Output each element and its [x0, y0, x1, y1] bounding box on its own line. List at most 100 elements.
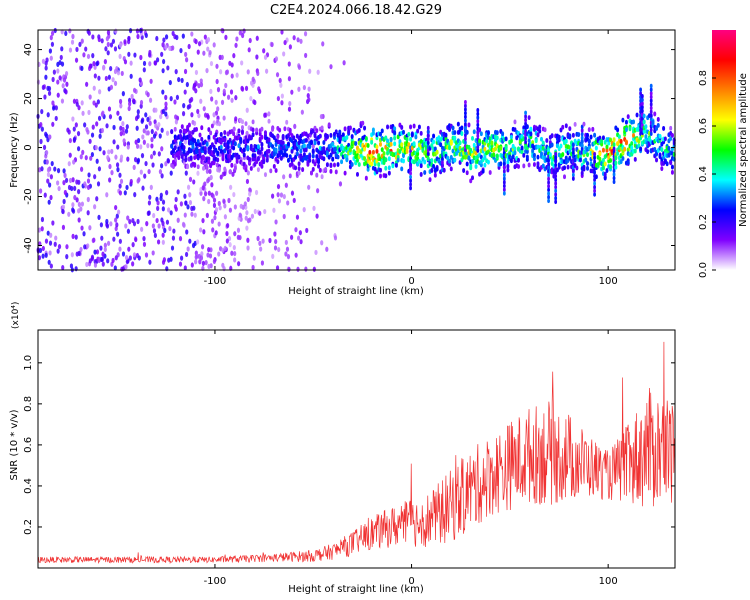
- noise-dot: [168, 225, 172, 232]
- ridge-dot: [509, 158, 513, 164]
- noise-dot: [106, 50, 110, 56]
- ridge-dot: [389, 141, 393, 147]
- noise-dot: [87, 172, 91, 178]
- colorbar-tick-label: 0.4: [698, 166, 709, 182]
- noise-dot: [46, 178, 50, 184]
- y-tick-label: 0.6: [23, 437, 34, 453]
- noise-dot: [62, 77, 67, 83]
- ridge-dot: [464, 103, 467, 109]
- noise-dot: [241, 32, 245, 39]
- ridge-dot: [554, 188, 558, 194]
- noise-dot: [248, 37, 252, 44]
- noise-dot: [232, 244, 236, 251]
- noise-dot: [188, 199, 193, 206]
- noise-dot: [161, 199, 166, 205]
- noise-dot: [251, 264, 255, 271]
- ridge-dot: [642, 113, 646, 119]
- noise-dot: [174, 119, 178, 125]
- noise-dot: [265, 68, 269, 74]
- noise-dot: [79, 154, 83, 160]
- noise-dot: [44, 238, 49, 244]
- noise-dot: [46, 230, 50, 236]
- noise-dot: [197, 83, 201, 89]
- noise-dot: [298, 230, 302, 236]
- noise-dot: [54, 115, 58, 122]
- noise-dot: [83, 122, 87, 128]
- noise-dot: [91, 53, 95, 59]
- ridge-dot: [189, 148, 193, 154]
- ridge-dot: [366, 166, 370, 172]
- noise-dot: [308, 68, 312, 74]
- ridge-dot: [513, 146, 517, 152]
- ridge-dot: [524, 117, 527, 123]
- ridge-dot: [186, 164, 190, 170]
- ridge-dot: [464, 136, 467, 142]
- noise-dot: [190, 211, 194, 217]
- ridge-dot: [230, 162, 234, 168]
- noise-dot: [124, 223, 128, 229]
- ridge-dot: [354, 141, 358, 146]
- noise-dot: [62, 198, 66, 205]
- noise-dot: [113, 265, 117, 271]
- noise-dot: [274, 56, 279, 62]
- noise-dot: [295, 214, 300, 220]
- noise-dot: [186, 246, 190, 252]
- ridge-dot: [517, 164, 521, 169]
- spectrogram-x-label: Height of straight line (km): [288, 286, 424, 297]
- ridge-dot: [593, 181, 596, 186]
- ridge-dot: [593, 170, 596, 175]
- ridge-dot: [409, 185, 412, 191]
- noise-dot: [200, 244, 205, 250]
- noise-dot: [132, 252, 137, 258]
- ridge-dot: [536, 161, 540, 167]
- ridge-dot: [318, 133, 322, 139]
- noise-dot: [93, 262, 98, 268]
- noise-dot: [45, 133, 49, 139]
- noise-dot: [196, 108, 200, 115]
- ridge-dot: [329, 162, 333, 168]
- noise-dot: [127, 105, 131, 112]
- noise-dot: [260, 260, 265, 266]
- ridge-dot: [414, 134, 418, 140]
- ridge-dot: [499, 161, 503, 167]
- noise-dot: [176, 217, 180, 223]
- noise-dot: [294, 252, 298, 258]
- ridge-dot: [205, 164, 209, 170]
- noise-dot: [112, 124, 116, 131]
- noise-dot: [123, 59, 128, 65]
- ridge-dot: [547, 176, 550, 182]
- ridge-dot: [331, 156, 335, 162]
- noise-dot: [40, 126, 44, 132]
- ridge-dot: [193, 138, 197, 144]
- ridge-dot: [366, 143, 370, 148]
- noise-dot: [140, 226, 144, 232]
- noise-dot: [48, 240, 53, 246]
- ridge-dot: [386, 138, 390, 144]
- ridge-dot: [419, 163, 423, 169]
- ridge-dot: [506, 159, 510, 165]
- ridge-dot: [513, 150, 517, 156]
- ridge-dot: [554, 199, 558, 205]
- noise-dot: [190, 31, 194, 37]
- noise-dot: [146, 143, 150, 149]
- ridge-dot: [557, 134, 561, 140]
- noise-dot: [134, 236, 138, 243]
- noise-dot: [243, 201, 247, 207]
- noise-dot: [139, 169, 143, 175]
- ridge-dot: [566, 164, 570, 170]
- y-tick-label: -40: [23, 237, 34, 253]
- noise-dot: [193, 212, 197, 218]
- noise-dot: [98, 146, 102, 152]
- ridge-dot: [663, 136, 667, 142]
- ridge-dot: [320, 125, 324, 131]
- noise-dot: [181, 221, 186, 227]
- noise-dot: [212, 202, 217, 208]
- ridge-dot: [409, 178, 412, 183]
- noise-dot: [109, 84, 114, 90]
- ridge-dot: [554, 162, 558, 168]
- noise-dot: [224, 70, 229, 76]
- noise-dot: [142, 67, 146, 73]
- noise-dot: [116, 144, 120, 150]
- ridge-dot: [464, 133, 467, 138]
- noise-dot: [178, 236, 183, 242]
